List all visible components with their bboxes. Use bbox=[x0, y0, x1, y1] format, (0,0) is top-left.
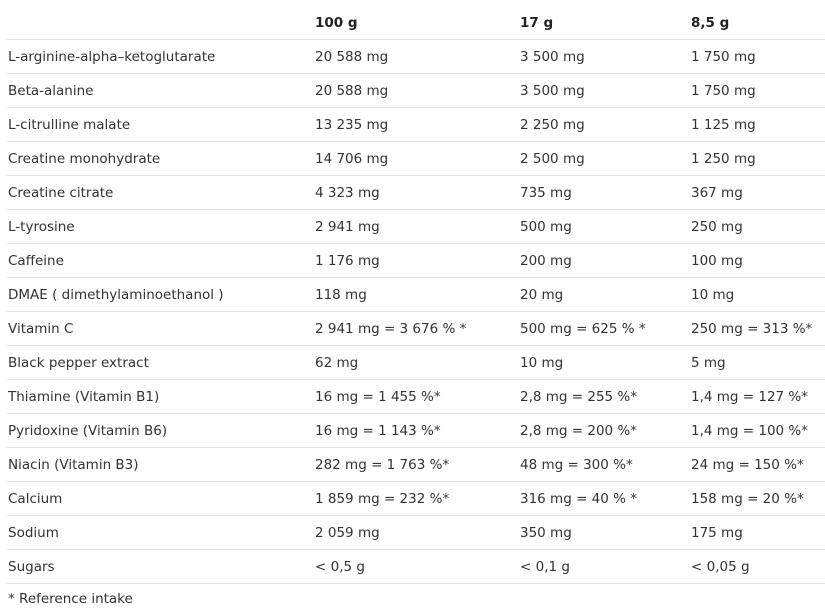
ingredient-name: Sodium bbox=[7, 515, 314, 550]
table-row: Calcium 1 859 mg = 232 %* 316 mg = 40 % * 1… bbox=[7, 481, 825, 516]
table-row: Creatine monohydrate 14 706 mg 2 500 mg 1 2… bbox=[7, 141, 825, 176]
table-row: Black pepper extract 62 mg 10 mg 5 mg bbox=[7, 345, 825, 380]
amount-cell: 10 mg bbox=[690, 277, 825, 312]
amount-cell: 2 250 mg bbox=[519, 107, 690, 142]
amount-cell: 367 mg bbox=[690, 175, 825, 210]
table-row: Niacin (Vitamin B3) 282 mg = 1 763 %* 48 m… bbox=[7, 447, 825, 482]
table-row: Beta-alanine 20 588 mg 3 500 mg 1 750 mg bbox=[7, 73, 825, 108]
amount-cell: 200 mg bbox=[519, 243, 690, 278]
amount-cell: < 0,5 g bbox=[314, 549, 519, 584]
amount-cell: 1 250 mg bbox=[690, 141, 825, 176]
table-row: Caffeine 1 176 mg 200 mg 100 mg bbox=[7, 243, 825, 278]
amount-cell: 16 mg = 1 143 %* bbox=[314, 413, 519, 448]
amount-cell: 316 mg = 40 % * bbox=[519, 481, 690, 516]
nutrition-table: 100 g 17 g 8,5 g L-arginine-alpha–ketoglut… bbox=[7, 6, 825, 584]
amount-cell: 250 mg bbox=[690, 209, 825, 244]
ingredient-name: Vitamin C bbox=[7, 311, 314, 346]
column-header: 8,5 g bbox=[690, 6, 825, 40]
ingredient-name: L-tyrosine bbox=[7, 209, 314, 244]
amount-cell: 1 750 mg bbox=[690, 39, 825, 74]
table-row: L-arginine-alpha–ketoglutarate 20 588 mg 3… bbox=[7, 39, 825, 74]
table-row: Thiamine (Vitamin B1) 16 mg = 1 455 %* 2,8… bbox=[7, 379, 825, 414]
amount-cell: 20 588 mg bbox=[314, 39, 519, 74]
amount-cell: 2 941 mg = 3 676 % * bbox=[314, 311, 519, 346]
amount-cell: 1 125 mg bbox=[690, 107, 825, 142]
ingredient-name: Thiamine (Vitamin B1) bbox=[7, 379, 314, 414]
amount-cell: 2 500 mg bbox=[519, 141, 690, 176]
amount-cell: 250 mg = 313 %* bbox=[690, 311, 825, 346]
ingredient-name: Sugars bbox=[7, 549, 314, 584]
amount-cell: 62 mg bbox=[314, 345, 519, 380]
amount-cell: 2 059 mg bbox=[314, 515, 519, 550]
column-header bbox=[7, 6, 314, 40]
table-row: Creatine citrate 4 323 mg 735 mg 367 mg bbox=[7, 175, 825, 210]
ingredient-name: DMAE ( dimethylaminoethanol ) bbox=[7, 277, 314, 312]
amount-cell: 13 235 mg bbox=[314, 107, 519, 142]
amount-cell: 2 941 mg bbox=[314, 209, 519, 244]
amount-cell: 350 mg bbox=[519, 515, 690, 550]
amount-cell: 500 mg = 625 % * bbox=[519, 311, 690, 346]
amount-cell: 14 706 mg bbox=[314, 141, 519, 176]
amount-cell: 282 mg = 1 763 %* bbox=[314, 447, 519, 482]
ingredient-name: Creatine citrate bbox=[7, 175, 314, 210]
amount-cell: 1,4 mg = 127 %* bbox=[690, 379, 825, 414]
amount-cell: 158 mg = 20 %* bbox=[690, 481, 825, 516]
amount-cell: 20 588 mg bbox=[314, 73, 519, 108]
table-header-row: 100 g 17 g 8,5 g bbox=[7, 6, 825, 40]
amount-cell: 735 mg bbox=[519, 175, 690, 210]
ingredient-name: Niacin (Vitamin B3) bbox=[7, 447, 314, 482]
amount-cell: 20 mg bbox=[519, 277, 690, 312]
table-row: L-tyrosine 2 941 mg 500 mg 250 mg bbox=[7, 209, 825, 244]
amount-cell: 10 mg bbox=[519, 345, 690, 380]
column-header: 17 g bbox=[519, 6, 690, 40]
amount-cell: 118 mg bbox=[314, 277, 519, 312]
ingredient-name: Calcium bbox=[7, 481, 314, 516]
amount-cell: < 0,1 g bbox=[519, 549, 690, 584]
amount-cell: < 0,05 g bbox=[690, 549, 825, 584]
table-row: L-citrulline malate 13 235 mg 2 250 mg 1 12… bbox=[7, 107, 825, 142]
ingredient-name: L-citrulline malate bbox=[7, 107, 314, 142]
footnote: * Reference intake bbox=[8, 591, 133, 607]
amount-cell: 500 mg bbox=[519, 209, 690, 244]
amount-cell: 1,4 mg = 100 %* bbox=[690, 413, 825, 448]
amount-cell: 2,8 mg = 255 %* bbox=[519, 379, 690, 414]
amount-cell: 175 mg bbox=[690, 515, 825, 550]
table-row: Pyridoxine (Vitamin B6) 16 mg = 1 143 %* 2… bbox=[7, 413, 825, 448]
amount-cell: 16 mg = 1 455 %* bbox=[314, 379, 519, 414]
ingredient-name: Beta-alanine bbox=[7, 73, 314, 108]
amount-cell: 48 mg = 300 %* bbox=[519, 447, 690, 482]
amount-cell: 5 mg bbox=[690, 345, 825, 380]
ingredient-name: Creatine monohydrate bbox=[7, 141, 314, 176]
amount-cell: 24 mg = 150 %* bbox=[690, 447, 825, 482]
amount-cell: 4 323 mg bbox=[314, 175, 519, 210]
amount-cell: 2,8 mg = 200 %* bbox=[519, 413, 690, 448]
amount-cell: 1 176 mg bbox=[314, 243, 519, 278]
ingredient-name: Caffeine bbox=[7, 243, 314, 278]
column-header: 100 g bbox=[314, 6, 519, 40]
table-row: Sodium 2 059 mg 350 mg 175 mg bbox=[7, 515, 825, 550]
table-row: DMAE ( dimethylaminoethanol ) 118 mg 20 mg… bbox=[7, 277, 825, 312]
amount-cell: 1 859 mg = 232 %* bbox=[314, 481, 519, 516]
table-row: Sugars < 0,5 g < 0,1 g < 0,05 g bbox=[7, 549, 825, 584]
amount-cell: 3 500 mg bbox=[519, 39, 690, 74]
ingredient-name: Black pepper extract bbox=[7, 345, 314, 380]
amount-cell: 1 750 mg bbox=[690, 73, 825, 108]
amount-cell: 100 mg bbox=[690, 243, 825, 278]
amount-cell: 3 500 mg bbox=[519, 73, 690, 108]
ingredient-name: Pyridoxine (Vitamin B6) bbox=[7, 413, 314, 448]
ingredient-name: L-arginine-alpha–ketoglutarate bbox=[7, 39, 314, 74]
